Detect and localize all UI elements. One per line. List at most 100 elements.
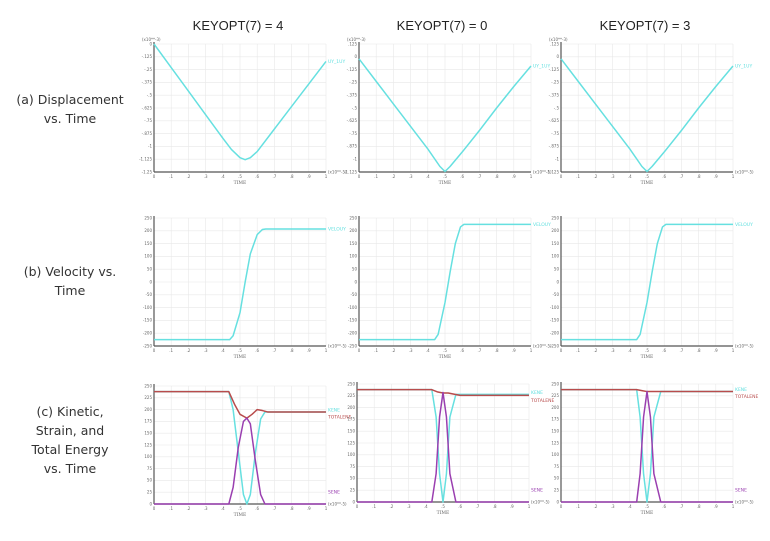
y-tick-label: 200 — [144, 228, 152, 233]
x-multiplier-label: (x10**-5) — [735, 344, 754, 349]
y-tick-label: 75 — [350, 464, 356, 469]
x-tick-label: .7 — [679, 504, 683, 509]
column-header-keyopt-3: KEYOPT(7) = 3 — [599, 18, 691, 33]
x-tick-label: 1 — [325, 506, 328, 511]
y-tick-label: 50 — [147, 267, 153, 272]
x-tick-label: 0 — [153, 506, 156, 511]
y-tick-label: 0 — [149, 279, 152, 284]
x-tick-label: .1 — [576, 174, 580, 179]
y-tick-label: 250 — [551, 381, 559, 386]
x-tick-label: .2 — [593, 504, 597, 509]
y-tick-label: 0 — [354, 279, 357, 284]
x-tick-label: 1 — [530, 348, 533, 353]
x-tick-label: .6 — [662, 504, 666, 509]
y-tick-label: 50 — [554, 267, 560, 272]
y-tick-label: 225 — [551, 393, 559, 398]
y-tick-label: -.125 — [347, 67, 358, 72]
row-label-line: (b) Velocity vs. — [23, 264, 117, 279]
y-tick-label: -.375 — [142, 80, 153, 85]
x-tick-label: .3 — [611, 504, 615, 509]
x-axis-label: TIME — [439, 354, 452, 360]
x-tick-label: .6 — [662, 348, 666, 353]
y-tick-label: -.25 — [349, 80, 357, 85]
series-line-uy_1uy — [358, 58, 532, 173]
series-line-uy_1uy — [560, 58, 734, 173]
plot-velocity-keyopt0: 0 .1 .2 .3 .4 .5 .6 .7 .8 .9 1 250 200 150 100 50 0 -50 -1… — [348, 215, 552, 360]
x-tick-label: .7 — [272, 348, 276, 353]
x-tick-label: .4 — [221, 506, 225, 511]
x-tick-label: .8 — [290, 174, 294, 179]
y-tick-label: 50 — [350, 476, 356, 481]
y-tick-label: 250 — [144, 215, 152, 220]
y-tick-label: -1.125 — [139, 157, 152, 162]
x-tick-label: .4 — [628, 504, 632, 509]
y-tick-label: 100 — [347, 452, 355, 457]
x-tick-label: .8 — [290, 348, 294, 353]
x-tick-label: 1 — [732, 174, 735, 179]
x-multiplier-label: (x10**-5) — [533, 344, 552, 349]
series-line-totalene — [357, 388, 529, 397]
x-tick-label: 1 — [732, 348, 735, 353]
row-label-velocity: (b) Velocity vs. Time — [0, 262, 140, 300]
x-tick-label: .2 — [593, 348, 597, 353]
column-header-keyopt-0: KEYOPT(7) = 0 — [396, 18, 488, 33]
x-axis-label: TIME — [641, 180, 654, 186]
y-tick-label: .125 — [550, 41, 559, 46]
x-tick-label: .3 — [204, 174, 208, 179]
x-tick-label: .8 — [290, 506, 294, 511]
x-tick-label: .9 — [307, 174, 311, 179]
x-tick-label: .7 — [272, 174, 276, 179]
y-tick-label: -50 — [145, 292, 152, 297]
y-multiplier-label: (x10**-3) — [549, 37, 568, 42]
y-tick-label: 200 — [551, 405, 559, 410]
y-tick-label: 50 — [147, 478, 153, 483]
x-tick-label: .9 — [714, 348, 718, 353]
plot-displacement-keyopt4: 0 .1 .2 .3 .4 .5 .6 .7 .8 .9 1 0 -.125 -.25 -.375 -.5 -.… — [139, 37, 347, 186]
x-tick-label: .8 — [697, 348, 701, 353]
x-tick-label: .3 — [409, 174, 413, 179]
x-tick-label: .9 — [512, 174, 516, 179]
x-tick-label: .5 — [443, 348, 447, 353]
x-tick-label: 1 — [528, 504, 531, 509]
x-multiplier-label: (x10**-5) — [735, 170, 754, 175]
y-tick-label: 25 — [554, 488, 560, 493]
y-tick-label: 50 — [352, 267, 358, 272]
y-tick-label: -100 — [550, 305, 560, 310]
x-tick-label: .5 — [645, 348, 649, 353]
x-multiplier-label: (x10**-5) — [533, 170, 552, 175]
y-tick-label: -.875 — [142, 131, 153, 136]
plot-velocity-keyopt4: 0 .1 .2 .3 .4 .5 .6 .7 .8 .9 1 250 200 150 100 50 0 -50 -1… — [143, 215, 347, 360]
x-axis-label: TIME — [437, 510, 450, 516]
y-tick-label: 175 — [551, 417, 559, 422]
x-tick-label: .6 — [460, 174, 464, 179]
x-tick-label: .5 — [238, 506, 242, 511]
row-label-energy: (c) Kinetic, Strain, and Total Energy vs… — [0, 402, 140, 478]
y-tick-label: -1.125 — [546, 169, 559, 174]
x-tick-label: .2 — [186, 174, 190, 179]
series-label: TOTALENE — [734, 394, 758, 400]
y-tick-label: 150 — [551, 429, 559, 434]
y-tick-label: 150 — [551, 241, 559, 246]
series-label: TOTALENE — [327, 414, 351, 420]
y-tick-label: -.25 — [144, 67, 152, 72]
x-tick-label: .5 — [441, 504, 445, 509]
y-tick-label: 100 — [551, 254, 559, 259]
x-tick-label: .2 — [186, 348, 190, 353]
x-tick-label: .3 — [409, 348, 413, 353]
plot-displacement-keyopt3: 0 .1 .2 .3 .4 .5 .6 .7 .8 .9 1 .125 0 -.125 -.25 -.375 -… — [546, 37, 754, 186]
y-tick-label: -.125 — [142, 54, 153, 59]
x-tick-label: .7 — [679, 174, 683, 179]
plot-energy-keyopt0: 0.1.2.3.4.5.6.7.8.9 125022520017515012510… — [347, 381, 554, 516]
y-tick-label: -1 — [148, 144, 152, 149]
y-tick-label: -200 — [143, 331, 153, 336]
series-label: UY_1UY — [533, 64, 550, 70]
series-label: VELOUY — [328, 227, 346, 233]
y-tick-label: 175 — [144, 419, 152, 424]
x-tick-label: .2 — [389, 504, 393, 509]
y-tick-label: 225 — [144, 395, 152, 400]
row-label-line: (a) Displacement — [16, 92, 124, 107]
y-tick-label: 0 — [556, 499, 559, 504]
y-tick-label: -200 — [348, 331, 358, 336]
row-label-line: Time — [54, 283, 86, 298]
x-axis-label: TIME — [641, 510, 654, 516]
